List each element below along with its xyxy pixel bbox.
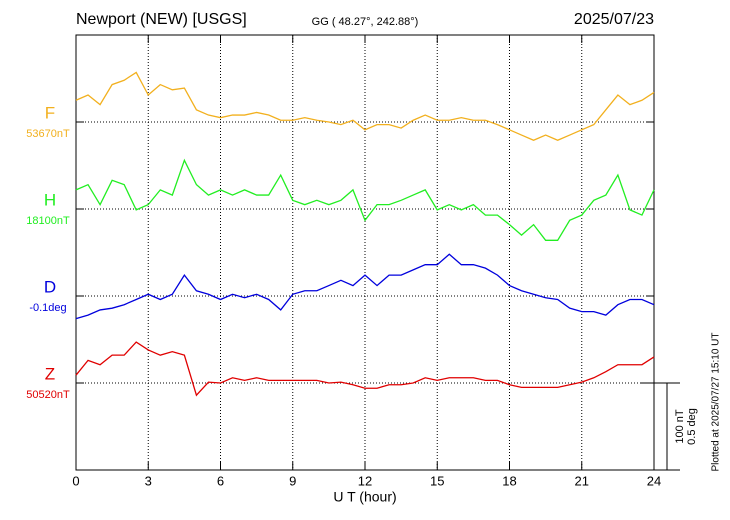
x-tick-label: 12: [358, 473, 372, 488]
scale-bar-label: 100 nT: [674, 409, 686, 444]
series-baseline: -0.1deg: [29, 302, 66, 314]
series-name: F: [45, 103, 55, 122]
x-tick-label: 24: [647, 473, 661, 488]
series-baseline: 18100nT: [26, 215, 70, 227]
series-line: [75, 71, 655, 141]
series-baseline: 53670nT: [26, 128, 70, 140]
chart-title: Newport (NEW) [USGS]: [76, 11, 247, 28]
x-tick-label: 9: [289, 473, 296, 488]
series-line: [75, 341, 655, 397]
series-name: Z: [45, 364, 55, 383]
scale-bar-label: 0.5 deg: [686, 408, 698, 445]
x-tick-label: 0: [72, 473, 79, 488]
x-tick-label: 21: [575, 473, 589, 488]
footnote: Plotted at 2025/07/27 15:10 UT: [711, 333, 722, 472]
x-tick-label: 3: [145, 473, 152, 488]
x-tick-label: 6: [217, 473, 224, 488]
chart-date: 2025/07/23: [574, 11, 654, 28]
series-name: D: [44, 277, 56, 296]
series-line: [75, 158, 655, 241]
x-tick-label: 18: [502, 473, 516, 488]
chart-subtitle: GG ( 48.27°, 242.88°): [312, 16, 419, 28]
x-tick-label: 15: [430, 473, 444, 488]
series-line: [75, 253, 655, 320]
series-name: H: [44, 190, 56, 209]
x-axis-label: U T (hour): [333, 489, 396, 505]
series-baseline: 50520nT: [26, 389, 70, 401]
